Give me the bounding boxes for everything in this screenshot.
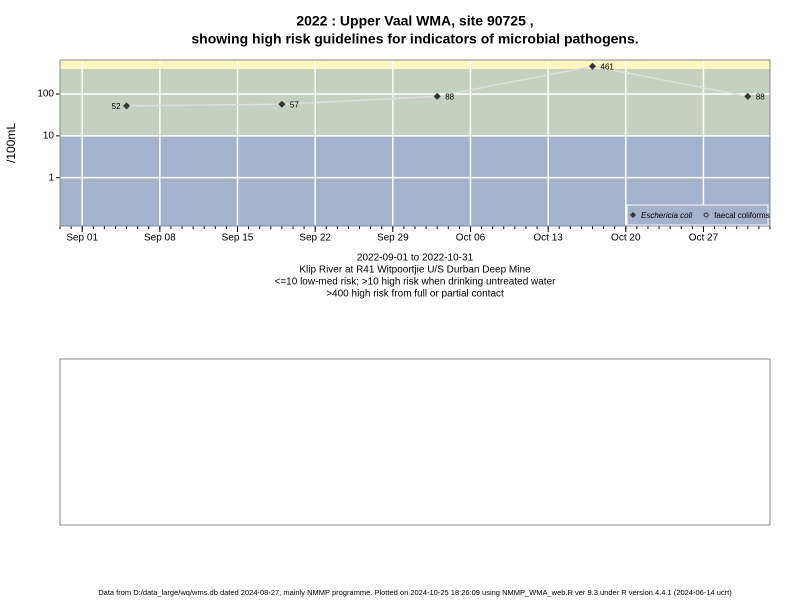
data-label: 88 — [756, 92, 765, 101]
data-label: 461 — [601, 62, 615, 71]
legend-marker — [703, 212, 709, 218]
risk-band — [60, 68, 770, 136]
y-tick-label: 10 — [43, 130, 55, 141]
note: <=10 low-med risk; >10 high risk when dr… — [275, 277, 557, 288]
x-tick-label: Sep 29 — [377, 233, 409, 244]
plot-frame — [59, 59, 771, 227]
chart-title: 2022 : Upper Vaal WMA, site 90725 , — [296, 13, 533, 29]
y-tick-label: 1 — [48, 172, 54, 183]
x-tick-label: Oct 27 — [689, 233, 719, 244]
data-point — [744, 92, 752, 100]
x-tick-label: Sep 01 — [66, 233, 98, 244]
data-label: 57 — [290, 100, 299, 109]
legend-box — [626, 204, 769, 226]
data-point — [589, 62, 596, 70]
x-tick-label: Sep 22 — [299, 233, 331, 244]
note: Klip River at R41 Witpoortjie U/S Durban… — [299, 265, 531, 276]
footer: Data from D:/data_large/wq/wms.db dated … — [98, 588, 732, 597]
risk-band — [60, 60, 770, 69]
empty-panel — [59, 358, 771, 526]
x-tick-label: Oct 06 — [456, 233, 486, 244]
data-point — [123, 102, 131, 110]
y-axis-label: /100mL — [4, 123, 18, 163]
legend-label: Eschericia coli — [641, 211, 692, 220]
chart-subtitle: showing high risk guidelines for indicat… — [191, 31, 638, 47]
x-tick-label: Sep 08 — [144, 233, 176, 244]
legend-marker — [630, 212, 636, 218]
note: 2022-09-01 to 2022-10-31 — [357, 253, 474, 264]
y-tick-label: 100 — [37, 89, 54, 100]
x-tick-label: Oct 20 — [611, 233, 641, 244]
data-label: 52 — [112, 102, 121, 111]
legend-label: faecal coliforms — [714, 211, 770, 220]
data-point — [433, 92, 441, 100]
note: >400 high risk from full or partial cont… — [326, 289, 504, 300]
x-tick-label: Sep 15 — [222, 233, 254, 244]
data-point — [278, 100, 286, 108]
x-tick-label: Oct 13 — [533, 233, 563, 244]
data-label: 88 — [445, 92, 454, 101]
